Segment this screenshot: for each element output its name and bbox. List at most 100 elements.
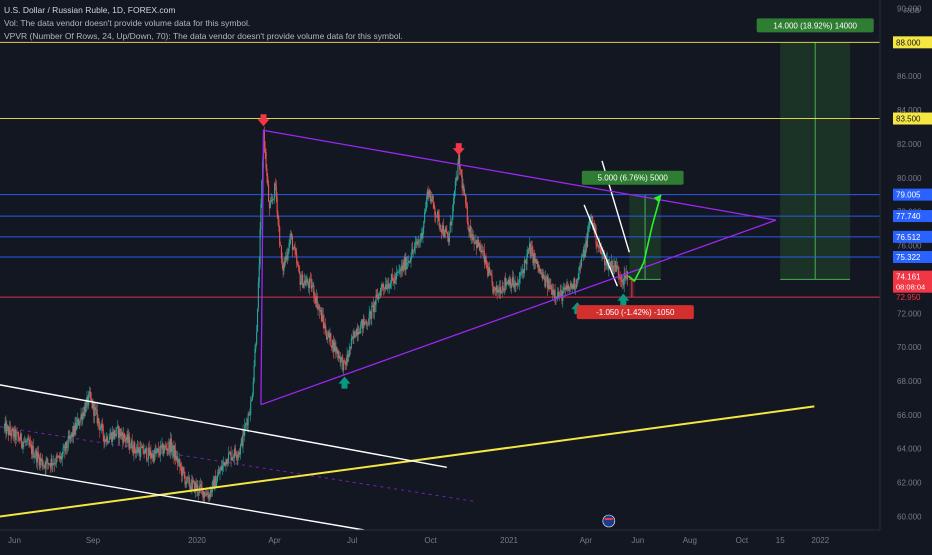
candle-2020-11-05 xyxy=(459,168,462,171)
candle-2019-11-15 xyxy=(156,448,158,452)
candle-2019-06-06 xyxy=(18,436,20,440)
candle-2020-05-16 xyxy=(312,285,314,286)
candle-2020-11-12 xyxy=(465,203,467,206)
candle-2019-10-26 xyxy=(139,448,141,458)
candle-2020-12-25 xyxy=(502,285,504,290)
candle-2020-09-05 xyxy=(407,260,409,264)
candle-2021-02-20 xyxy=(551,285,553,295)
level-label-1: 83.500 xyxy=(896,115,921,124)
candle-2020-12-07 xyxy=(487,267,489,276)
candle-2021-01-08 xyxy=(514,283,516,287)
triangle-upper xyxy=(263,129,777,221)
candle-2021-02-02 xyxy=(535,258,537,264)
candle-2021-04-25 xyxy=(605,260,607,265)
candle-2020-05-14 xyxy=(310,279,312,289)
candle-2020-07-05 xyxy=(355,336,357,338)
candle-2021-02-01 xyxy=(534,258,537,263)
candle-2020-01-09 xyxy=(203,491,205,498)
candle-2019-11-23 xyxy=(163,451,165,455)
candle-2020-01-15 xyxy=(208,494,210,498)
candle-2020-02-16 xyxy=(235,454,237,458)
candle-2020-12-22 xyxy=(499,287,502,294)
candle-2020-10-01 xyxy=(430,196,432,202)
candle-2021-02-22 xyxy=(552,289,554,296)
candle-2021-05-14 xyxy=(621,279,624,282)
candle-2020-09-17 xyxy=(418,240,420,244)
candle-2020-10-17 xyxy=(443,235,445,237)
candle-2020-06-06 xyxy=(330,333,332,347)
candle-2020-02-09 xyxy=(229,452,231,454)
candle-2019-06-05 xyxy=(17,432,19,437)
candle-2019-08-06 xyxy=(70,435,72,437)
candle-2020-09-16 xyxy=(417,243,419,245)
candle-2020-01-27 xyxy=(218,472,220,474)
candle-2020-02-06 xyxy=(227,462,229,464)
candle-2021-01-06 xyxy=(512,277,514,287)
candle-2019-11-20 xyxy=(160,445,162,448)
candle-2020-08-19 xyxy=(393,280,395,284)
candle-2020-06-23 xyxy=(344,361,346,364)
candle-2020-06-27 xyxy=(348,355,350,358)
candle-2020-04-06 xyxy=(278,218,280,227)
candle-2020-01-26 xyxy=(217,472,219,476)
candle-2019-12-17 xyxy=(183,471,185,476)
candle-2021-03-14 xyxy=(569,283,572,287)
candle-2021-04-09 xyxy=(592,216,594,228)
candle-2021-01-15 xyxy=(520,272,522,274)
candle-2020-08-16 xyxy=(390,274,392,284)
candle-2019-05-27 xyxy=(9,426,11,433)
candle-2020-05-10 xyxy=(307,279,309,285)
candle-2020-11-17 xyxy=(470,225,472,238)
candle-2020-07-06 xyxy=(355,328,357,337)
candle-2019-10-13 xyxy=(128,436,130,443)
candle-2020-09-09 xyxy=(411,248,413,258)
candle-2020-01-03 xyxy=(198,492,200,493)
candle-2020-08-02 xyxy=(378,293,381,295)
candle-2019-07-17 xyxy=(53,462,55,464)
candle-2020-03-14 xyxy=(258,264,260,283)
candle-2020-07-24 xyxy=(371,305,373,319)
candle-2020-07-27 xyxy=(373,302,375,312)
candle-2020-07-13 xyxy=(361,319,363,330)
candle-2021-04-07 xyxy=(590,217,592,219)
candle-2021-03-16 xyxy=(571,285,573,289)
candle-2021-03-26 xyxy=(580,265,582,267)
candle-2019-09-17 xyxy=(106,436,108,442)
candle-2020-12-10 xyxy=(489,273,491,274)
candle-2020-03-27 xyxy=(269,201,271,209)
candle-2019-11-28 xyxy=(167,449,169,451)
candle-2019-07-29 xyxy=(63,446,65,448)
candle-2021-03-03 xyxy=(560,290,562,291)
current-price-label: 74.161 xyxy=(896,273,921,282)
candle-2019-09-04 xyxy=(94,407,97,410)
candle-2020-09-25 xyxy=(424,209,427,212)
candle-2020-06-28 xyxy=(349,346,351,356)
current-price-tag xyxy=(893,270,932,293)
candle-2021-01-16 xyxy=(521,272,523,274)
candle-2019-10-21 xyxy=(135,450,137,454)
candle-2020-08-11 xyxy=(386,287,388,290)
candle-2021-03-08 xyxy=(564,287,566,290)
candle-2019-07-10 xyxy=(47,458,49,463)
candle-2019-10-01 xyxy=(117,426,120,438)
candle-2020-06-18 xyxy=(340,357,342,363)
candle-2019-11-06 xyxy=(148,447,150,456)
candle-2020-07-01 xyxy=(351,337,353,339)
x-tick-label-1: Sep xyxy=(86,536,101,545)
candle-2019-11-30 xyxy=(169,441,171,453)
candle-2019-07-16 xyxy=(52,463,54,466)
x-tick-label-0: Jun xyxy=(8,536,21,545)
candle-2020-09-15 xyxy=(416,241,418,244)
marker-down-1 xyxy=(452,143,465,156)
candle-2020-03-03 xyxy=(249,414,251,416)
candle-2019-09-23 xyxy=(111,432,113,442)
candle-2020-12-05 xyxy=(485,256,487,266)
candle-2020-03-20 xyxy=(263,131,265,149)
candle-2019-07-12 xyxy=(48,463,51,465)
volume-line: Vol: The data vendor doesn't provide vol… xyxy=(4,18,251,28)
candle-2020-04-29 xyxy=(297,265,299,267)
candle-2019-10-25 xyxy=(138,448,140,453)
candle-2021-01-22 xyxy=(526,253,528,265)
